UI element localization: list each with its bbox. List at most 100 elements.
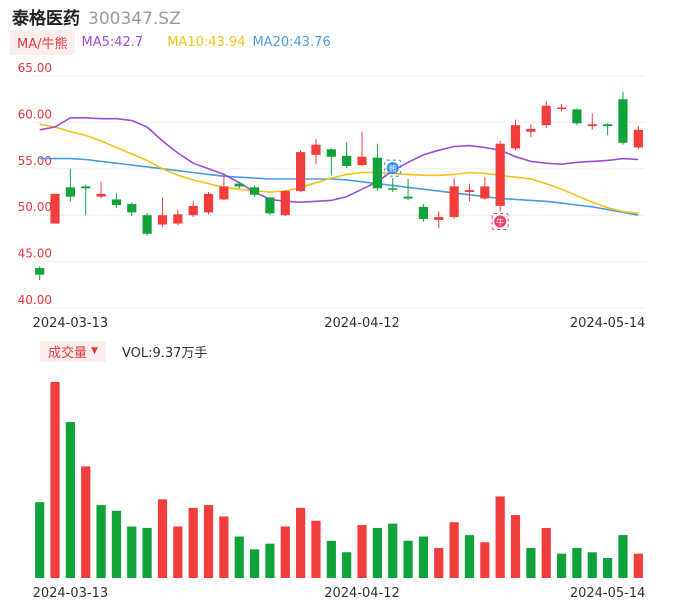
volume-bar bbox=[434, 547, 444, 578]
volume-bar bbox=[35, 502, 45, 578]
candle-body bbox=[449, 186, 459, 218]
x-tick-label: 2024-04-12 bbox=[324, 586, 400, 601]
candle-body bbox=[127, 204, 137, 213]
ma20-line bbox=[39, 157, 639, 216]
candle-body bbox=[526, 128, 536, 132]
candle-body bbox=[357, 156, 367, 166]
candle-body bbox=[510, 125, 521, 149]
volume-bar bbox=[234, 536, 244, 578]
volume-bar bbox=[127, 526, 137, 578]
volume-bar bbox=[249, 549, 260, 578]
signal-marker-label: 牛 bbox=[496, 217, 504, 227]
x-tick-label: 2024-04-12 bbox=[324, 316, 400, 331]
volume-bar bbox=[603, 557, 613, 578]
volume-bar bbox=[403, 540, 413, 578]
candle-body bbox=[603, 124, 613, 127]
volume-bar bbox=[280, 526, 290, 578]
volume-bar bbox=[541, 527, 551, 578]
volume-bar bbox=[296, 507, 306, 578]
candle-body bbox=[249, 187, 260, 195]
signal-marker-icon bbox=[494, 215, 507, 228]
volume-bar bbox=[142, 527, 152, 578]
candle-body bbox=[280, 191, 290, 216]
candle-body bbox=[464, 190, 475, 192]
volume-bar bbox=[219, 516, 229, 578]
candle-body bbox=[265, 197, 275, 214]
candle-body bbox=[572, 109, 582, 124]
volume-indicator-tab[interactable]: 成交量 ▼ bbox=[40, 340, 106, 362]
candle-body bbox=[403, 196, 413, 199]
signal-marker-icon bbox=[386, 162, 399, 175]
volume-bar bbox=[372, 527, 382, 578]
ma5-line bbox=[39, 117, 639, 204]
volume-bar bbox=[418, 536, 429, 578]
candle-body bbox=[188, 205, 198, 216]
stock-name: 泰格医药 bbox=[12, 9, 80, 29]
volume-value: VOL:9.37万手 bbox=[121, 345, 208, 361]
candle-body bbox=[234, 183, 244, 187]
volume-bar bbox=[311, 520, 321, 578]
candle-body bbox=[96, 193, 106, 197]
signal-marker-frame bbox=[384, 159, 402, 177]
volume-bar bbox=[326, 540, 336, 578]
candle-body bbox=[81, 186, 91, 189]
y-tick-label: 65.00 bbox=[18, 61, 52, 75]
signal-marker-label: 熊 bbox=[389, 164, 397, 174]
volume-bar bbox=[173, 526, 183, 578]
candle-body bbox=[157, 215, 168, 225]
volume-bar bbox=[495, 496, 505, 578]
candle-body bbox=[434, 217, 444, 220]
candle-body bbox=[35, 268, 45, 275]
candle-body bbox=[388, 188, 398, 190]
volume-bar bbox=[388, 523, 398, 578]
candle-body bbox=[311, 144, 321, 155]
volume-bar bbox=[633, 553, 643, 578]
candle-body bbox=[480, 186, 490, 199]
candle-body bbox=[219, 186, 229, 200]
volume-bar bbox=[587, 552, 597, 578]
candle-body bbox=[495, 143, 505, 206]
candle-body bbox=[541, 105, 551, 126]
candle-body bbox=[556, 107, 567, 110]
x-tick-label: 2024-05-14 bbox=[570, 316, 646, 331]
volume-bar bbox=[556, 553, 567, 578]
volume-bar bbox=[203, 505, 214, 578]
volume-bar bbox=[480, 542, 490, 578]
stock-header: 泰格医药 300347.SZ bbox=[12, 4, 181, 30]
candle-body bbox=[633, 129, 643, 148]
x-tick-label: 2024-03-13 bbox=[33, 586, 109, 601]
volume-bar bbox=[618, 535, 628, 578]
signal-marker-frame bbox=[491, 212, 509, 230]
candle-body bbox=[618, 99, 628, 143]
volume-bar bbox=[464, 535, 475, 578]
y-tick-label: 40.00 bbox=[18, 293, 52, 307]
volume-bar bbox=[157, 499, 168, 578]
candle-body bbox=[418, 206, 429, 219]
ma20-value: MA20:43.76 bbox=[252, 34, 331, 50]
y-tick-label: 60.00 bbox=[18, 107, 52, 121]
ma10-line bbox=[39, 123, 639, 215]
candle-body bbox=[203, 193, 214, 213]
candle-body bbox=[342, 155, 352, 167]
volume-bar bbox=[510, 515, 521, 578]
candle-body bbox=[587, 124, 597, 127]
candle-body bbox=[50, 193, 60, 224]
ma-legend: MA/牛熊 MA5:42.7 MA10:43.94 MA20:43.76 bbox=[10, 29, 331, 55]
volume-bar bbox=[81, 466, 91, 578]
candle-body bbox=[142, 215, 152, 234]
ma-indicator-tab[interactable]: MA/牛熊 bbox=[10, 29, 75, 55]
candle-body bbox=[111, 199, 122, 205]
y-tick-label: 55.00 bbox=[18, 154, 52, 168]
candle-body bbox=[173, 214, 183, 224]
volume-bar bbox=[65, 422, 75, 578]
candle-body bbox=[65, 187, 75, 197]
volume-bar bbox=[526, 547, 536, 578]
candle-body bbox=[296, 152, 306, 192]
volume-bar bbox=[342, 552, 352, 578]
volume-bar bbox=[188, 507, 198, 578]
volume-bar bbox=[449, 522, 459, 578]
volume-bar bbox=[111, 510, 122, 578]
volume-bar bbox=[265, 543, 275, 578]
ma5-value: MA5:42.7 bbox=[81, 34, 144, 50]
